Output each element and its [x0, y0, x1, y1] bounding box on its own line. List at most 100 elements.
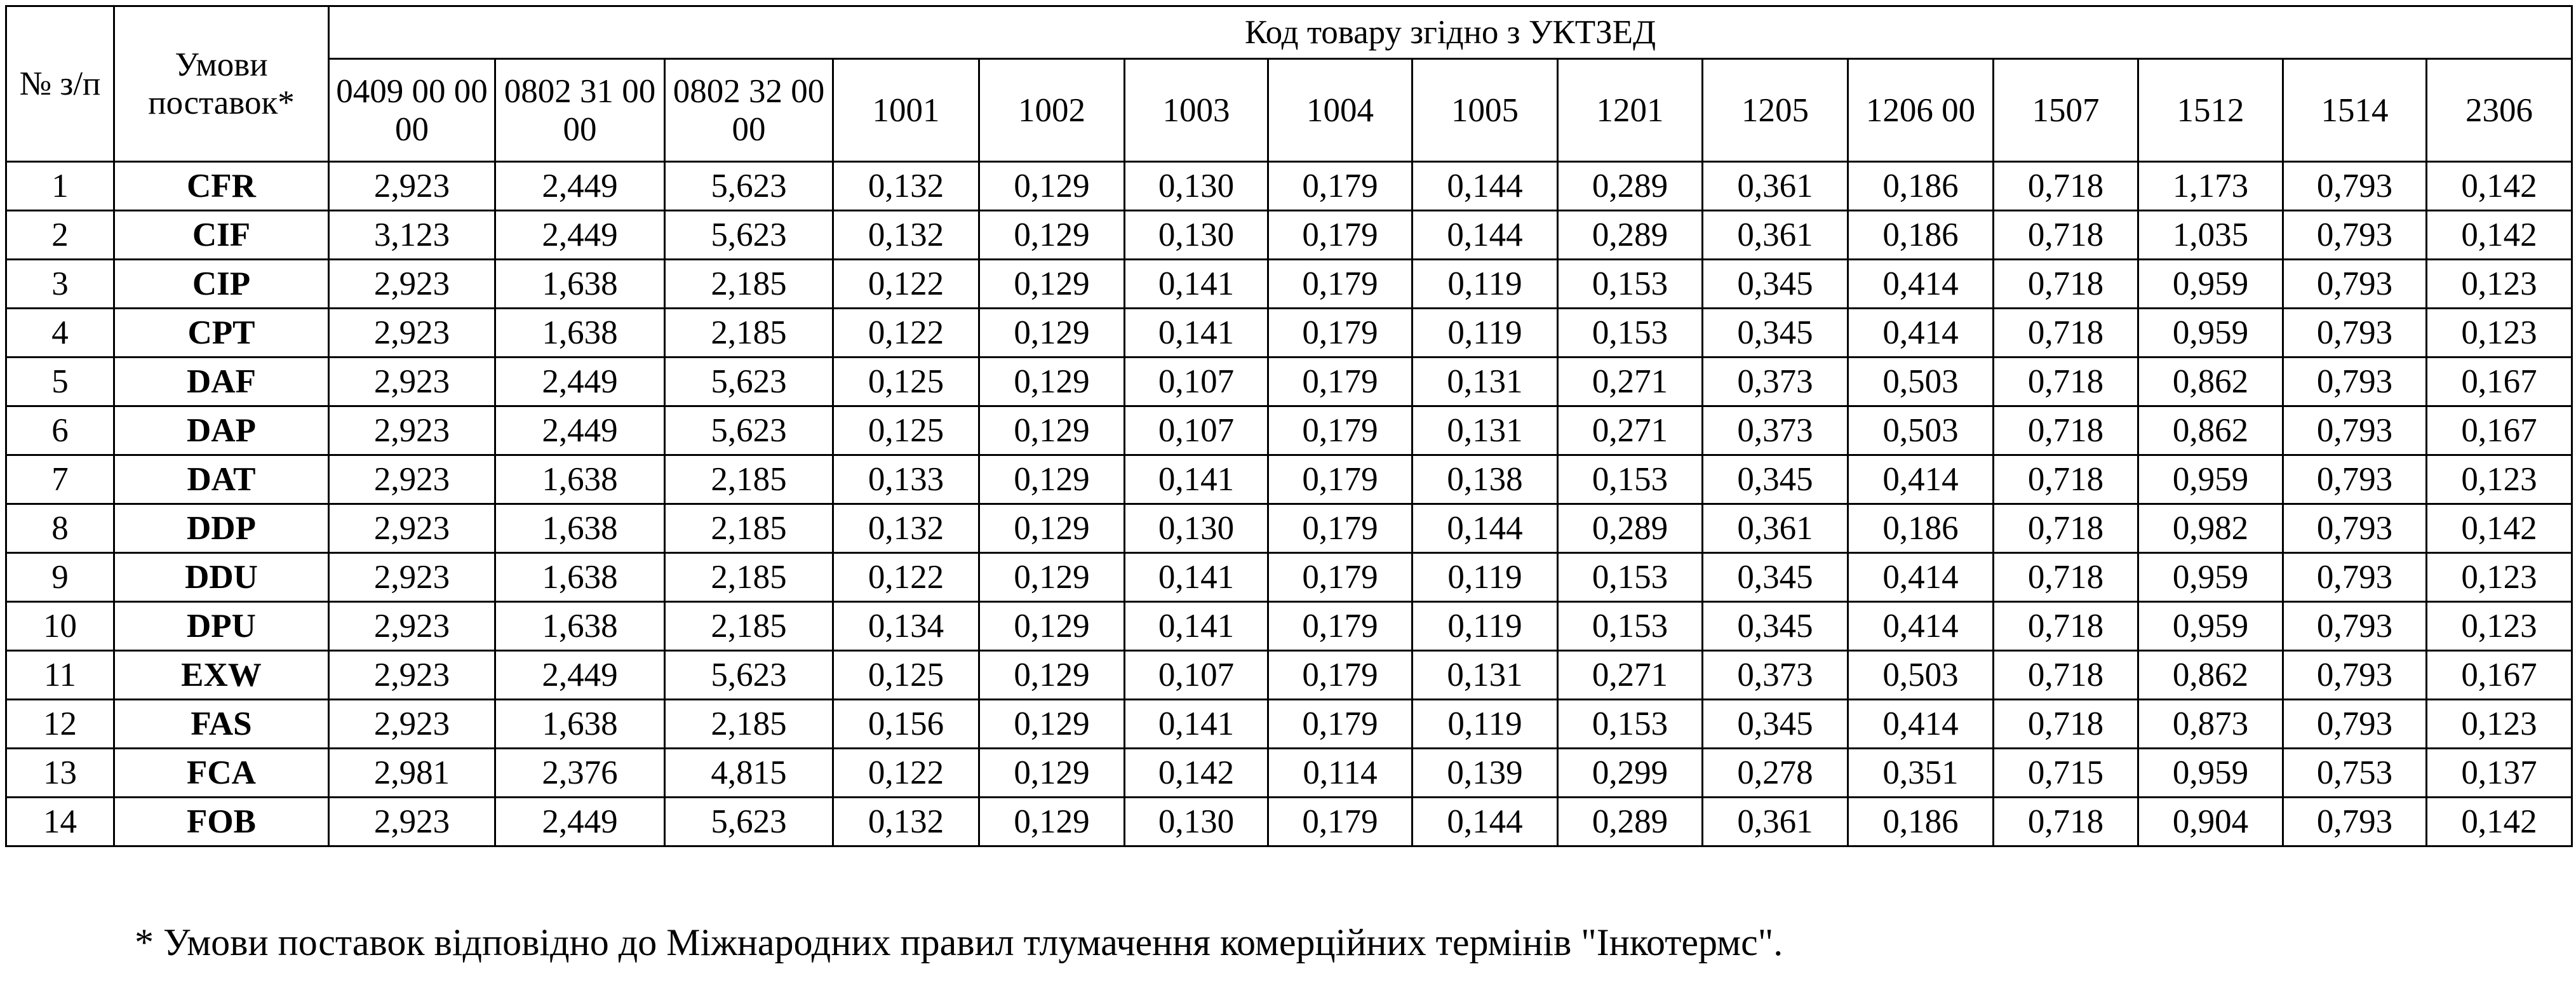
value-cell: 0,414 [1847, 307, 1994, 358]
value-cell: 0,153 [1557, 454, 1703, 505]
value-cell: 0,130 [1124, 503, 1269, 554]
value-cell: 2,449 [494, 405, 666, 456]
value-cell: 1,638 [494, 552, 666, 603]
value-cell: 0,373 [1701, 356, 1849, 407]
value-cell: 2,185 [664, 258, 834, 309]
value-cell: 0,718 [1992, 796, 2139, 847]
value-cell: 0,133 [832, 454, 980, 505]
row-number-cell: 2 [5, 210, 115, 260]
value-cell: 0,904 [2137, 796, 2284, 847]
header-code-cell: 1512 [2137, 58, 2284, 163]
header-code-cell: 0802 32 00 00 [664, 58, 834, 163]
value-cell: 0,718 [1992, 161, 2139, 211]
row-number-cell: 5 [5, 356, 115, 407]
value-cell: 0,141 [1124, 258, 1269, 309]
value-cell: 0,186 [1847, 210, 1994, 260]
value-cell: 0,793 [2282, 405, 2427, 456]
value-cell: 0,123 [2425, 307, 2573, 358]
value-cell: 0,153 [1557, 601, 1703, 652]
value-cell: 0,179 [1267, 258, 1413, 309]
value-cell: 0,345 [1701, 552, 1849, 603]
row-number-cell: 7 [5, 454, 115, 505]
header-code-cell: 1507 [1992, 58, 2139, 163]
value-cell: 2,923 [328, 650, 496, 700]
value-cell: 0,125 [832, 356, 980, 407]
value-cell: 2,449 [494, 356, 666, 407]
delivery-term-cell: FOB [113, 796, 330, 847]
value-cell: 2,923 [328, 454, 496, 505]
header-code-cell: 1201 [1557, 58, 1703, 163]
value-cell: 0,144 [1411, 503, 1559, 554]
value-cell: 0,122 [832, 258, 980, 309]
value-cell: 2,923 [328, 405, 496, 456]
value-cell: 1,638 [494, 601, 666, 652]
value-cell: 0,153 [1557, 699, 1703, 749]
value-cell: 0,131 [1411, 650, 1559, 700]
delivery-term-cell: EXW [113, 650, 330, 700]
value-cell: 0,862 [2137, 356, 2284, 407]
header-code-cell: 1514 [2282, 58, 2427, 163]
table-row: 2 CIF 3,123 2,449 5,623 0,132 0,129 0,130 0,179 0… [5, 210, 2573, 260]
value-cell: 0,718 [1992, 601, 2139, 652]
value-cell: 0,125 [832, 405, 980, 456]
value-cell: 0,129 [978, 454, 1125, 505]
value-cell: 2,376 [494, 747, 666, 798]
value-cell: 0,271 [1557, 650, 1703, 700]
delivery-term-cell: DAT [113, 454, 330, 505]
delivery-term-cell: DDU [113, 552, 330, 603]
value-cell: 0,122 [832, 307, 980, 358]
value-cell: 0,142 [2425, 161, 2573, 211]
value-cell: 0,186 [1847, 161, 1994, 211]
value-cell: 0,142 [2425, 503, 2573, 554]
value-cell: 0,130 [1124, 796, 1269, 847]
value-cell: 0,179 [1267, 650, 1413, 700]
value-cell: 0,141 [1124, 552, 1269, 603]
value-cell: 2,449 [494, 650, 666, 700]
value-cell: 2,923 [328, 796, 496, 847]
value-cell: 4,815 [664, 747, 834, 798]
value-cell: 0,137 [2425, 747, 2573, 798]
table-row: 8 DDP 2,923 1,638 2,185 0,132 0,129 0,130 0,179 0… [5, 503, 2573, 554]
value-cell: 0,793 [2282, 356, 2427, 407]
value-cell: 0,179 [1267, 503, 1413, 554]
value-cell: 0,123 [2425, 601, 2573, 652]
value-cell: 0,129 [978, 601, 1125, 652]
value-cell: 0,153 [1557, 258, 1703, 309]
value-cell: 0,142 [1124, 747, 1269, 798]
value-cell: 0,139 [1411, 747, 1559, 798]
value-cell: 1,638 [494, 307, 666, 358]
value-cell: 0,179 [1267, 356, 1413, 407]
value-cell: 0,503 [1847, 405, 1994, 456]
value-cell: 0,107 [1124, 405, 1269, 456]
value-cell: 0,414 [1847, 699, 1994, 749]
value-cell: 1,638 [494, 503, 666, 554]
value-cell: 5,623 [664, 650, 834, 700]
value-cell: 0,289 [1557, 210, 1703, 260]
value-cell: 0,129 [978, 258, 1125, 309]
value-cell: 0,123 [2425, 258, 2573, 309]
delivery-term-cell: CIF [113, 210, 330, 260]
table-row: 12 FAS 2,923 1,638 2,185 0,156 0,129 0,141 0,179… [5, 699, 2573, 749]
delivery-term-cell: FAS [113, 699, 330, 749]
value-cell: 2,923 [328, 258, 496, 309]
value-cell: 0,142 [2425, 796, 2573, 847]
value-cell: 0,179 [1267, 454, 1413, 505]
value-cell: 0,414 [1847, 454, 1994, 505]
value-cell: 0,144 [1411, 161, 1559, 211]
table-row: 9 DDU 2,923 1,638 2,185 0,122 0,129 0,141 0,179 0… [5, 552, 2573, 603]
value-cell: 0,345 [1701, 454, 1849, 505]
value-cell: 0,122 [832, 747, 980, 798]
header-code-cell: 1003 [1124, 58, 1269, 163]
row-number-cell: 3 [5, 258, 115, 309]
value-cell: 0,345 [1701, 258, 1849, 309]
value-cell: 0,119 [1411, 307, 1559, 358]
value-cell: 0,351 [1847, 747, 1994, 798]
value-cell: 0,131 [1411, 356, 1559, 407]
value-cell: 3,123 [328, 210, 496, 260]
value-cell: 0,167 [2425, 356, 2573, 407]
value-cell: 1,638 [494, 258, 666, 309]
value-cell: 0,959 [2137, 258, 2284, 309]
value-cell: 0,982 [2137, 503, 2284, 554]
value-cell: 0,119 [1411, 552, 1559, 603]
value-cell: 0,119 [1411, 601, 1559, 652]
